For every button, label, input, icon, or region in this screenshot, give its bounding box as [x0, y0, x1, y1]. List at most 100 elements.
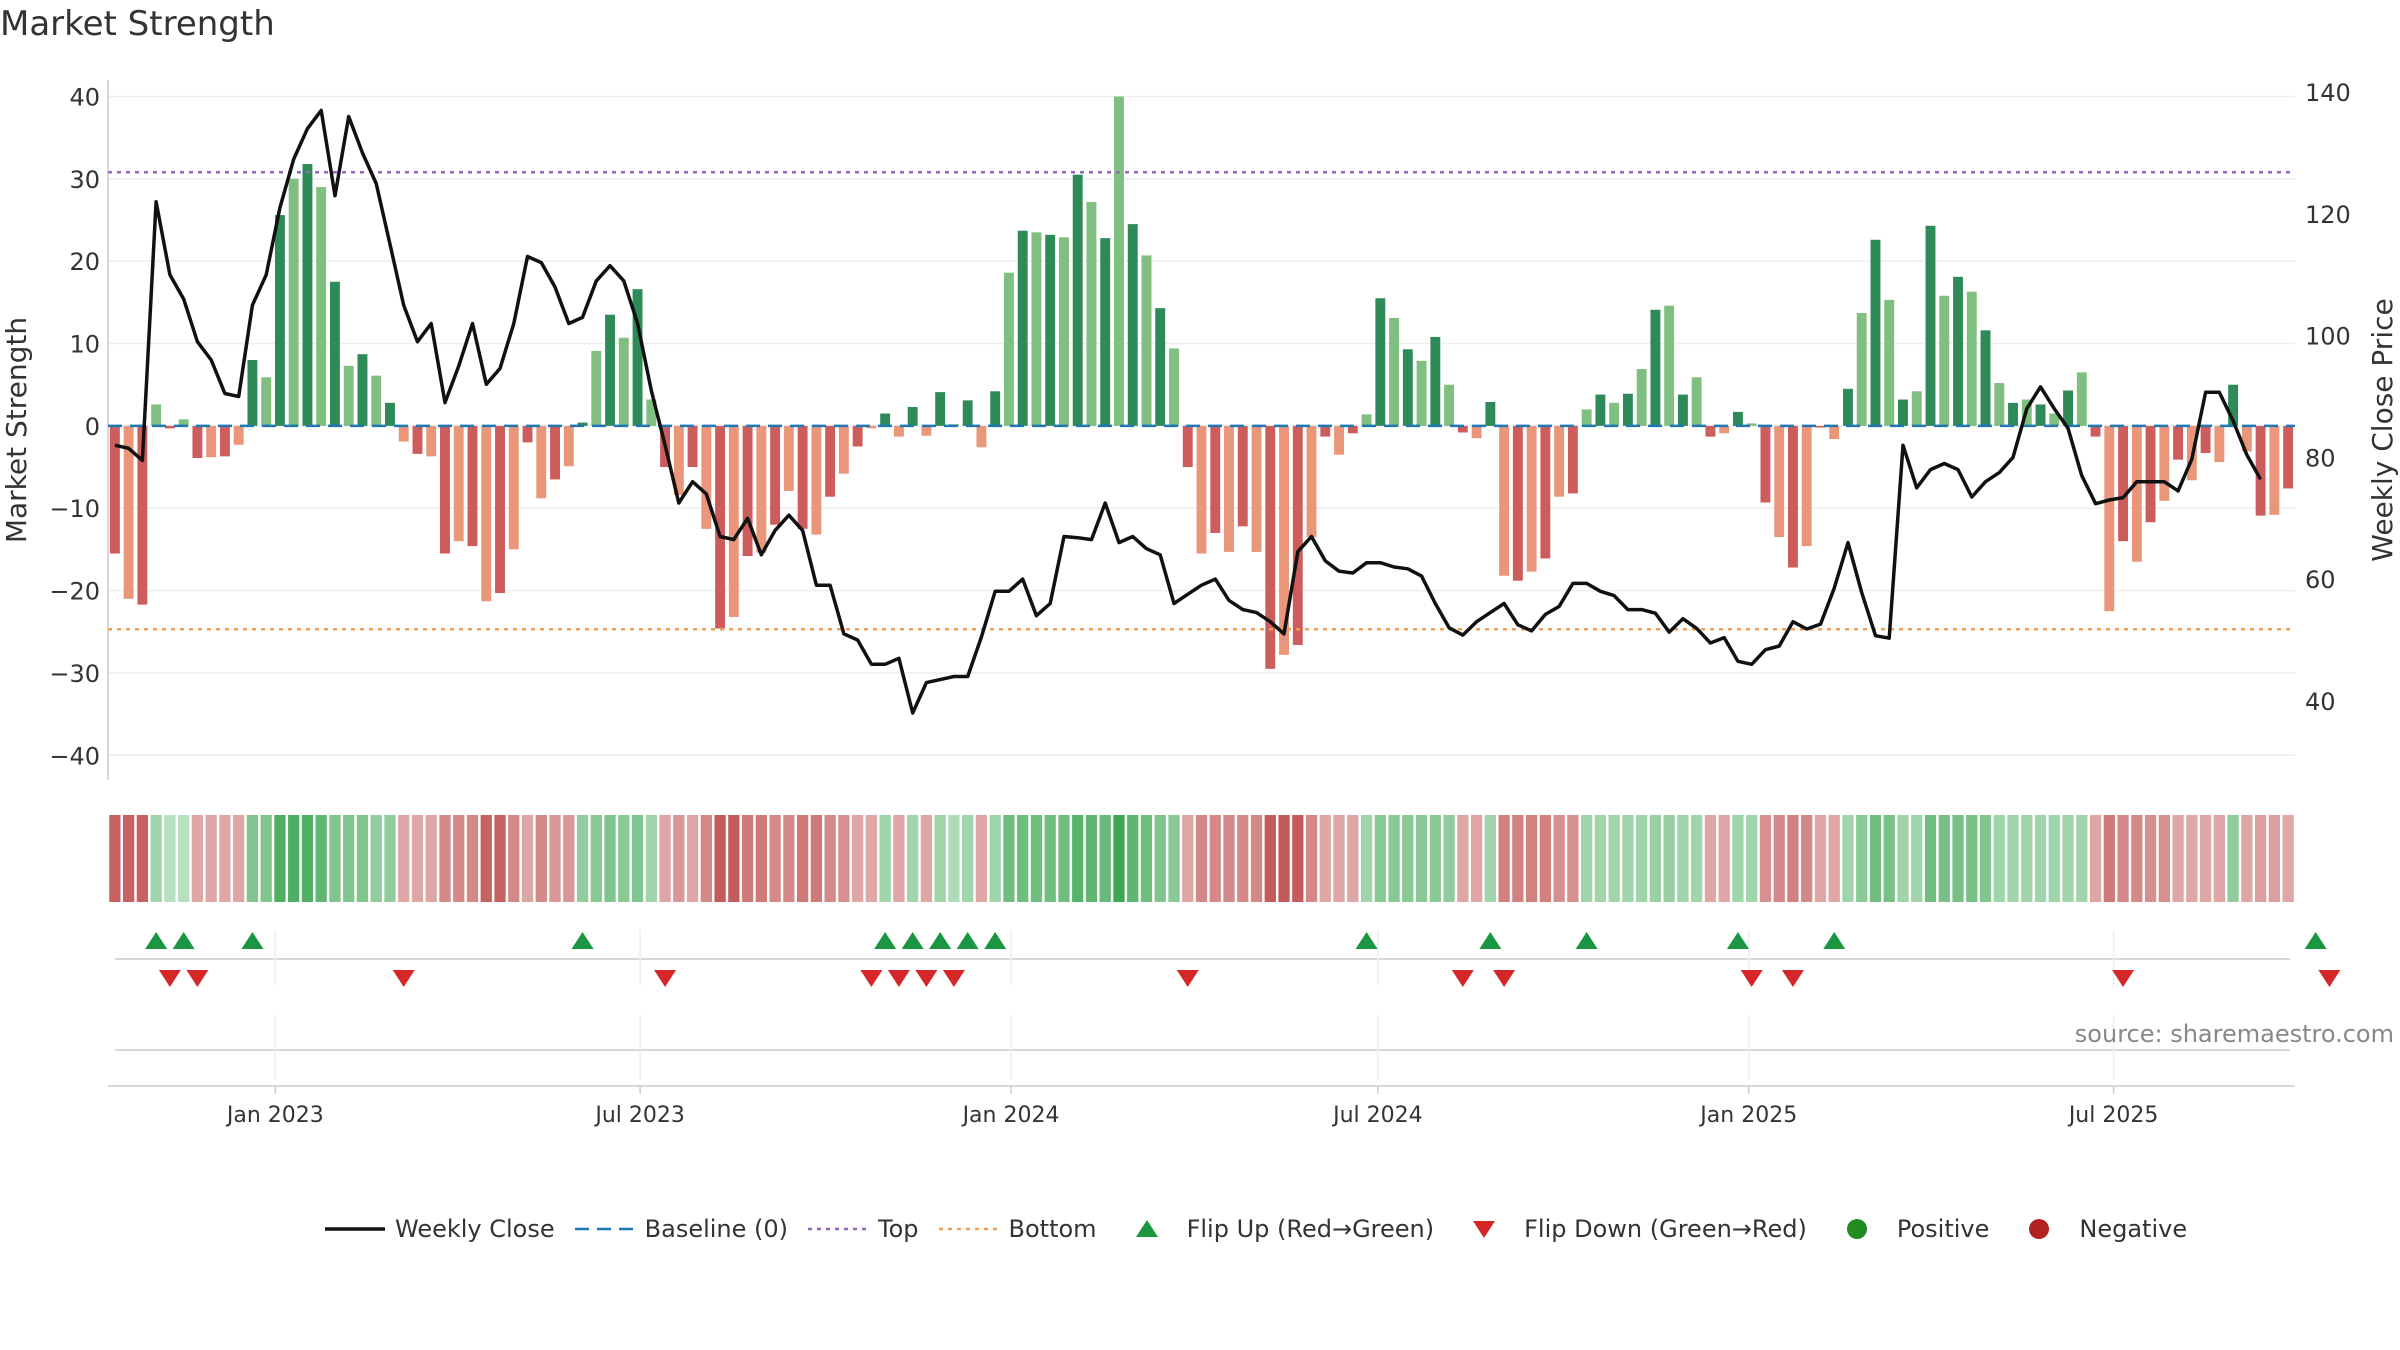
flip-down-marker [392, 970, 415, 987]
legend-item-flip_up: Flip Up (Red→Green) [1117, 1215, 1434, 1243]
strength-bar [1636, 369, 1647, 426]
heat-cell [1979, 815, 1992, 902]
heat-cell [1113, 815, 1125, 902]
heat-cell [1897, 815, 1909, 902]
strength-bar [2049, 413, 2060, 426]
strength-bar [976, 425, 987, 448]
strength-bar [2283, 425, 2294, 489]
heat-cell [1058, 815, 1070, 902]
strength-bar [2076, 372, 2087, 426]
strength-bar [1100, 238, 1111, 426]
strength-bar [1361, 414, 1372, 426]
heat-cell [1732, 815, 1744, 902]
flip-down-marker [942, 970, 965, 987]
strength-bar [440, 425, 450, 554]
strength-bar [605, 314, 615, 426]
flip-up-marker [1479, 932, 1502, 949]
strength-bar [481, 425, 492, 602]
strength-bar [398, 425, 409, 442]
strength-bar [1994, 383, 2005, 426]
strength-bar [2131, 425, 2142, 562]
heat-cell [453, 815, 465, 902]
heat-cell [260, 815, 272, 902]
strength-bar [1251, 425, 1262, 552]
chart-title: Market Strength [0, 4, 275, 44]
heat-cell [1594, 815, 1607, 902]
flip-up-marker [571, 932, 594, 949]
heat-cell [1856, 815, 1868, 902]
strength-bar [1953, 276, 1963, 426]
strength-bar [1306, 425, 1317, 538]
heat-cell [1525, 815, 1538, 902]
strength-bar [1457, 425, 1468, 433]
heat-cell [1140, 815, 1153, 902]
heat-cell [1539, 815, 1552, 902]
heat-cell [205, 815, 217, 902]
heat-cell [191, 815, 204, 902]
y-tick-label: 20 [69, 248, 100, 276]
heat-cell [1498, 815, 1510, 902]
strength-bar [811, 425, 822, 535]
legend-label: Flip Down (Green→Red) [1524, 1215, 1807, 1243]
heat-cell [1842, 815, 1854, 902]
strength-bar [453, 425, 464, 542]
heat-cell [356, 815, 369, 902]
strength-bar [343, 365, 354, 426]
strength-bar [371, 375, 382, 426]
strength-bar [618, 337, 629, 426]
heat-cell [1278, 815, 1290, 902]
strength-bar [1856, 313, 1867, 426]
legend-label: Top [878, 1215, 919, 1243]
strength-bar [1512, 425, 1523, 581]
heat-cell [1292, 815, 1304, 902]
heat-cell [1223, 815, 1235, 902]
heat-cell [2144, 815, 2157, 902]
legend-swatch-negative [2029, 1219, 2050, 1239]
heat-cell [824, 815, 836, 902]
strength-bar [2173, 425, 2184, 460]
heat-cell [1168, 815, 1180, 902]
heat-cell [2089, 815, 2102, 902]
flip-up-marker [929, 932, 952, 949]
source-credit: source: sharemaestro.com [2074, 1020, 2394, 1048]
legend-item-positive: Positive [1827, 1215, 1989, 1243]
strength-bar [577, 422, 588, 426]
heat-cell [2213, 815, 2225, 902]
strength-bar [1389, 318, 1400, 426]
strength-bar [1430, 336, 1441, 426]
strength-bar [1980, 330, 1991, 426]
heat-cell [1649, 815, 1662, 902]
flip-up-marker [1823, 932, 1846, 949]
heat-cell [2254, 815, 2267, 902]
strength-bar [123, 425, 134, 599]
strength-bar [495, 425, 505, 594]
strength-bar [838, 425, 849, 474]
x-tick-label: Jul 2025 [2067, 1103, 2159, 1128]
heat-cell [1470, 815, 1483, 902]
strength-bar [151, 404, 162, 426]
heat-cell [1952, 815, 1964, 902]
strength-bar [1416, 360, 1427, 426]
heat-cell [1402, 815, 1414, 902]
heat-cell [1622, 815, 1634, 902]
strength-bar [164, 425, 175, 429]
strength-bar [1595, 394, 1606, 426]
strength-bar [2269, 425, 2280, 515]
strength-bar [1155, 308, 1166, 426]
strength-bar [1843, 388, 1853, 426]
strength-bar [1375, 298, 1386, 426]
strength-bar [1127, 224, 1138, 426]
heat-cell [1154, 815, 1166, 902]
strength-bar [1347, 425, 1358, 434]
flip-down-marker [1493, 970, 1516, 987]
heat-cell [1966, 815, 1978, 902]
legend-swatch-top [808, 1227, 869, 1231]
strength-bar [137, 425, 148, 605]
heat-cell [1993, 815, 2005, 902]
strength-bar [316, 187, 327, 426]
heat-cell [521, 815, 534, 902]
flip-up-marker [1355, 932, 1378, 949]
heat-cell [2158, 815, 2170, 902]
heat-cell [686, 815, 699, 902]
